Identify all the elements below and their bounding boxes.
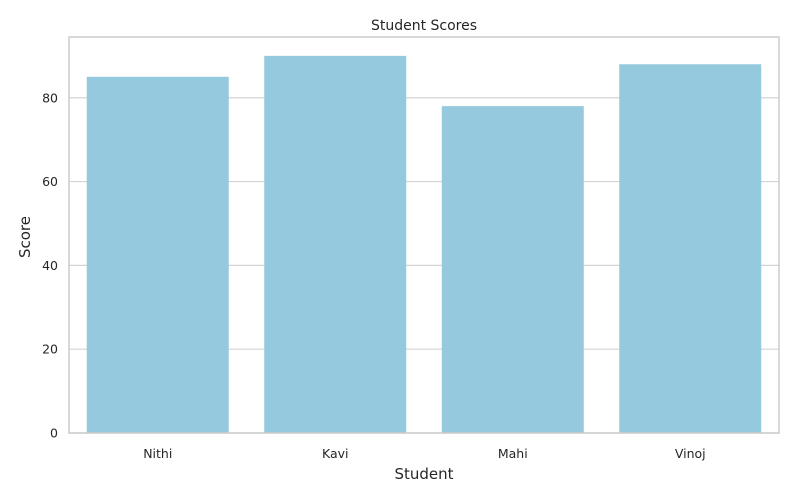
- bar-vinoj: [619, 64, 762, 433]
- plot-frame: [68, 36, 780, 434]
- y-axis-label: Score: [16, 216, 34, 258]
- x-tick-label: Mahi: [498, 446, 528, 461]
- y-tick-label: 60: [42, 174, 58, 189]
- x-tick-label: Nithi: [143, 446, 172, 461]
- y-tick-label: 80: [42, 90, 58, 105]
- x-tick-labels: Nithi Kavi Mahi Vinoj: [143, 446, 705, 461]
- y-tick-label: 40: [42, 258, 58, 273]
- x-axis-label: Student: [394, 465, 453, 483]
- bars: [86, 55, 762, 434]
- y-tick-label: 0: [50, 426, 58, 441]
- y-tick-label: 20: [42, 342, 58, 357]
- bar-kavi: [264, 55, 407, 433]
- bar-nithi: [86, 76, 229, 434]
- y-tick-labels: 0 20 40 60 80: [42, 90, 58, 440]
- chart-title: Student Scores: [371, 18, 477, 34]
- bar-mahi: [441, 106, 584, 434]
- x-tick-label: Vinoj: [675, 446, 706, 461]
- x-tick-label: Kavi: [322, 446, 349, 461]
